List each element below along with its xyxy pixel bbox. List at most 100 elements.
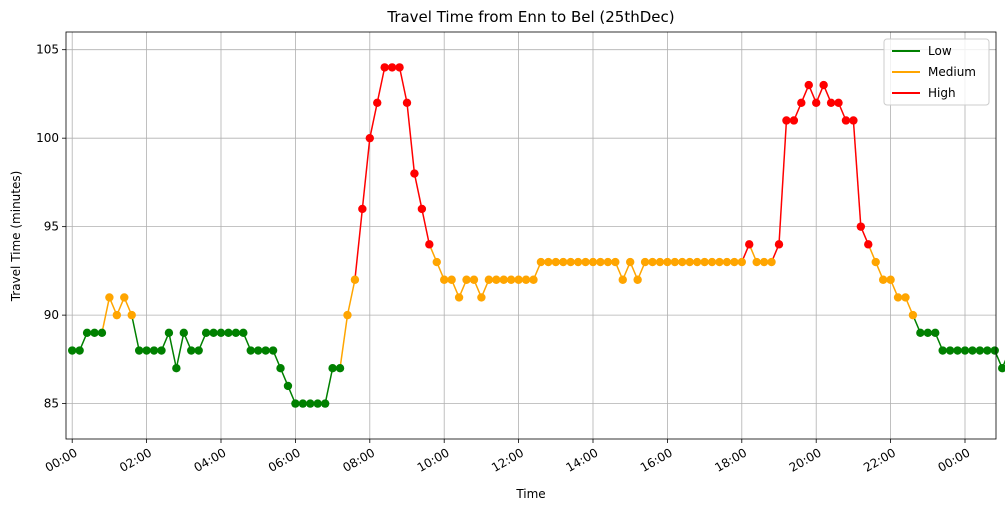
legend-label-medium: Medium xyxy=(928,65,976,79)
data-point-medium xyxy=(626,257,635,267)
data-point-low xyxy=(975,346,985,355)
x-axis-label: Time xyxy=(515,487,545,501)
data-point-high xyxy=(425,240,434,249)
data-point-medium xyxy=(752,257,761,267)
data-point-medium xyxy=(454,293,464,302)
data-point-medium xyxy=(722,257,732,267)
series-segment-low xyxy=(175,332,185,369)
data-point-medium xyxy=(670,257,680,267)
x-tick-label: 08:00 xyxy=(340,445,377,474)
data-point-medium xyxy=(715,257,724,267)
data-point-high xyxy=(417,204,427,214)
data-point-medium xyxy=(588,257,598,267)
series-segment-high xyxy=(852,120,862,227)
x-tick-label: 20:00 xyxy=(787,445,824,474)
data-point-low xyxy=(97,328,107,338)
data-point-medium xyxy=(469,275,479,284)
data-point-medium xyxy=(492,275,501,284)
legend-label-high: High xyxy=(928,86,956,100)
series-segment-high xyxy=(778,120,788,245)
data-point-low xyxy=(931,328,940,338)
data-point-low xyxy=(246,346,255,355)
data-point-low xyxy=(306,399,315,408)
data-point-high xyxy=(826,98,836,107)
data-point-low xyxy=(224,328,233,338)
data-point-low xyxy=(298,399,308,408)
data-point-high xyxy=(745,240,754,249)
legend: Low Medium High xyxy=(883,38,990,106)
data-point-medium xyxy=(767,257,776,267)
y-tick-label: 100 xyxy=(36,131,59,145)
data-point-medium xyxy=(678,257,687,267)
data-point-medium xyxy=(596,257,605,267)
data-point-high xyxy=(358,204,367,214)
data-point-low xyxy=(261,346,270,355)
data-point-low xyxy=(142,346,151,355)
chart-title: Travel Time from Enn to Bel (25thDec) xyxy=(386,8,674,26)
data-point-medium xyxy=(692,257,702,267)
data-point-medium xyxy=(529,275,538,284)
data-point-low xyxy=(268,346,278,355)
series-segment-high xyxy=(361,138,371,210)
series-segment-low xyxy=(324,368,334,404)
data-point-high xyxy=(410,169,419,178)
series-segment-high xyxy=(398,67,408,103)
series-segment-high xyxy=(376,67,386,103)
data-point-medium xyxy=(603,257,613,267)
data-point-medium xyxy=(462,275,471,284)
x-tick-label: 00:00 xyxy=(936,445,973,474)
data-point-medium xyxy=(901,293,910,302)
data-point-high xyxy=(365,133,374,143)
x-tick-label: 10:00 xyxy=(415,445,452,474)
series-segment-medium xyxy=(346,279,356,316)
data-point-low xyxy=(82,328,92,338)
data-point-medium xyxy=(737,257,746,267)
x-tick-label: 22:00 xyxy=(861,445,898,474)
data-point-medium xyxy=(581,257,590,267)
data-point-medium xyxy=(440,275,449,284)
data-point-medium xyxy=(573,257,583,267)
data-point-high xyxy=(819,80,828,90)
data-point-low xyxy=(157,346,166,355)
data-point-medium xyxy=(759,257,769,267)
data-point-low xyxy=(187,346,196,355)
data-point-low xyxy=(328,364,337,373)
series-segment-high xyxy=(354,208,364,280)
data-point-low xyxy=(75,346,84,355)
data-point-high xyxy=(834,98,843,107)
data-point-medium xyxy=(499,275,508,284)
data-point-low xyxy=(276,364,285,373)
data-point-low xyxy=(983,346,992,355)
data-point-high xyxy=(402,98,412,107)
legend-label-low: Low xyxy=(928,44,952,58)
data-point-low xyxy=(283,381,293,391)
plot-area-frame xyxy=(65,31,997,440)
x-tick-label: 12:00 xyxy=(489,445,526,474)
data-point-low xyxy=(216,328,226,338)
data-point-medium xyxy=(730,257,739,267)
data-point-high xyxy=(804,80,813,90)
data-point-high xyxy=(387,63,397,72)
data-point-medium xyxy=(350,275,360,284)
data-point-high xyxy=(864,240,873,249)
data-point-medium xyxy=(707,257,717,267)
data-point-medium xyxy=(871,257,880,267)
data-point-medium xyxy=(536,257,546,267)
axes: 00:00 02:00 04:00 06:00 08:00 10:00 12:00 14:00… xyxy=(36,43,972,475)
grid-lines xyxy=(66,32,996,439)
data-point-medium xyxy=(551,257,560,267)
data-point-high xyxy=(380,63,389,72)
legend-box xyxy=(883,38,990,106)
series-segment-high xyxy=(413,173,423,210)
data-point-low xyxy=(320,399,330,408)
x-tick-label: 18:00 xyxy=(712,445,749,474)
data-point-low xyxy=(164,328,174,338)
data-point-low xyxy=(179,328,188,338)
data-point-low xyxy=(90,328,99,338)
data-point-medium xyxy=(685,257,694,267)
data-point-medium xyxy=(663,257,672,267)
data-point-high xyxy=(395,63,404,72)
data-point-low xyxy=(945,346,955,355)
data-point-low xyxy=(990,346,999,355)
data-point-low xyxy=(172,364,181,373)
